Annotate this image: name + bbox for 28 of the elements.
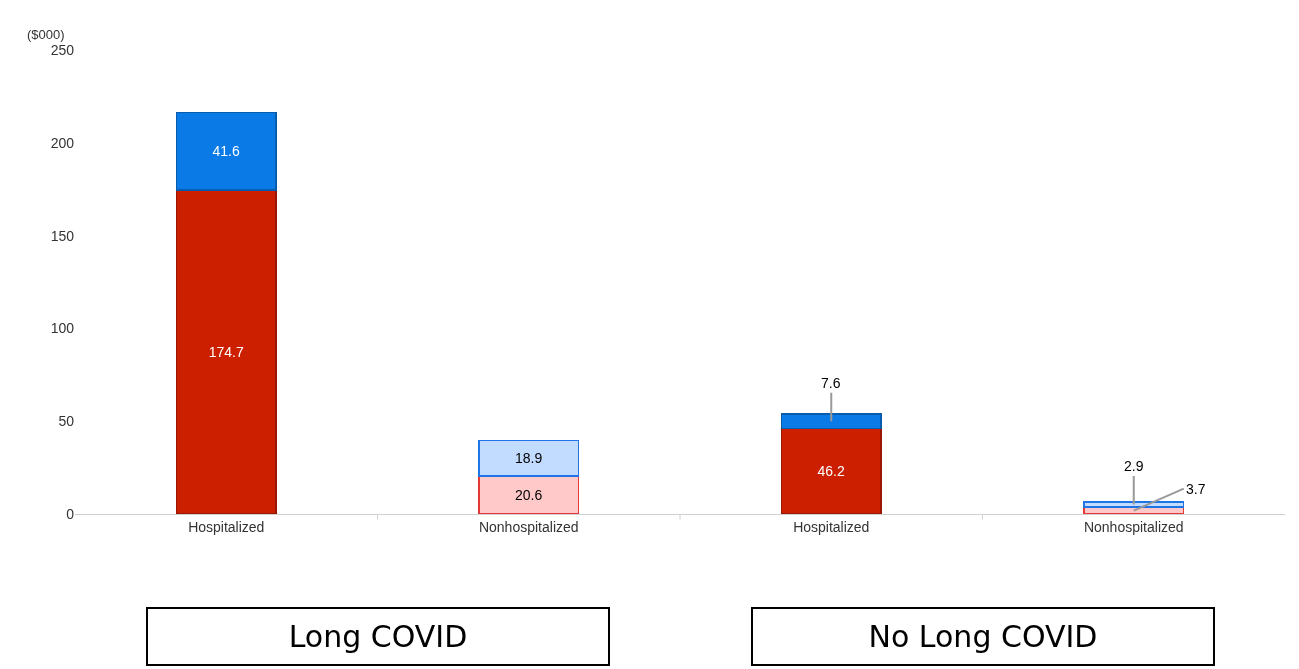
bar [780,427,882,514]
x-tick-label: Nonhospitalized [478,518,579,535]
bar [478,475,580,514]
text: No Long COVID [868,619,1098,654]
y-tick-label: 50 [58,413,75,430]
bar [1083,501,1185,508]
y-tick-label: 200 [50,134,75,151]
bar [175,189,277,514]
data-label: 174.7 [208,343,244,360]
bar [780,413,882,429]
y-axis-title: ($000) [27,27,65,42]
x-tick-label: Hospitalized [188,518,265,535]
bar [478,439,580,477]
x-tick-label: Nonhospitalized [1083,518,1184,535]
text: Long COVID [288,619,468,654]
data-label: 18.9 [515,450,543,467]
y-tick-label: 250 [50,41,75,58]
data-label: 2.9 [1124,458,1144,474]
y-tick-label: 0 [66,505,75,522]
bar [175,111,277,191]
data-label: 41.6 [212,143,240,160]
data-label: 20.6 [515,486,543,503]
x-tick-label: Hospitalized [793,518,870,535]
y-tick-label: 100 [50,320,75,337]
data-label: 3.7 [1186,481,1206,497]
data-label: 7.6 [821,375,841,391]
y-tick-label: 150 [50,227,75,244]
data-label: 46.2 [817,463,845,480]
